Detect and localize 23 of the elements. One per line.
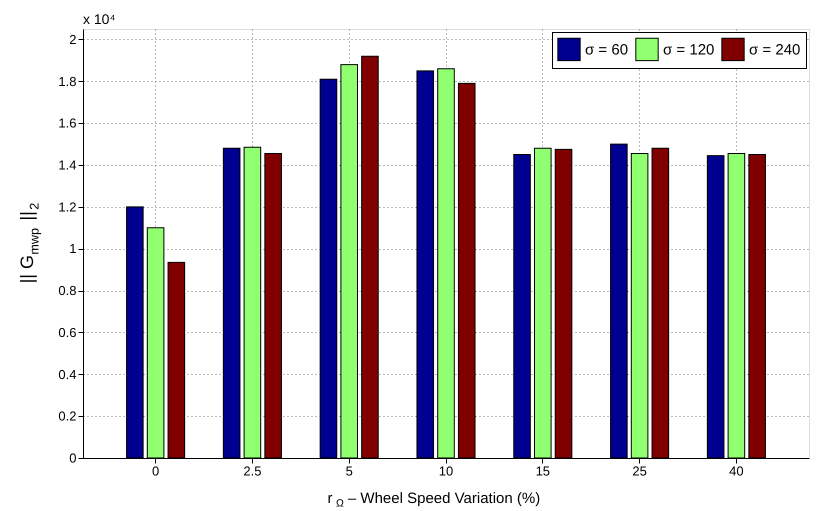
y-tick-label: 1.8 <box>58 74 76 89</box>
legend-label: σ = 240 <box>749 41 800 58</box>
y-tick-label: 0.4 <box>58 366 76 382</box>
legend-label: σ = 120 <box>663 41 714 58</box>
x-tick-label: 2.5 <box>243 464 262 478</box>
y-tick-label: 0.2 <box>58 408 76 424</box>
y-tick-label: 0.6 <box>58 324 76 340</box>
text: x 10⁴ <box>83 11 116 27</box>
y-tick-label: 1.6 <box>58 116 76 131</box>
legend-label: σ = 60 <box>585 41 628 58</box>
y-tick-label: 1 <box>69 241 76 256</box>
x-tick-label: 25 <box>632 464 647 478</box>
y-tick-label: 1.2 <box>58 199 76 214</box>
y-tick-label: 2 <box>69 32 76 47</box>
y-tick-label: 0.8 <box>58 283 76 298</box>
y-tick-label: 0 <box>69 450 76 466</box>
x-tick-label: 10 <box>438 464 454 478</box>
x-tick-label: 15 <box>536 464 550 478</box>
x-tick-label: 0 <box>152 464 160 478</box>
y-tick-label: 1.4 <box>58 158 76 173</box>
x-tick-label: 40 <box>729 464 744 478</box>
x-tick-label: 5 <box>346 464 353 478</box>
y-axis-title: || Gmwp ||2 <box>17 202 42 284</box>
